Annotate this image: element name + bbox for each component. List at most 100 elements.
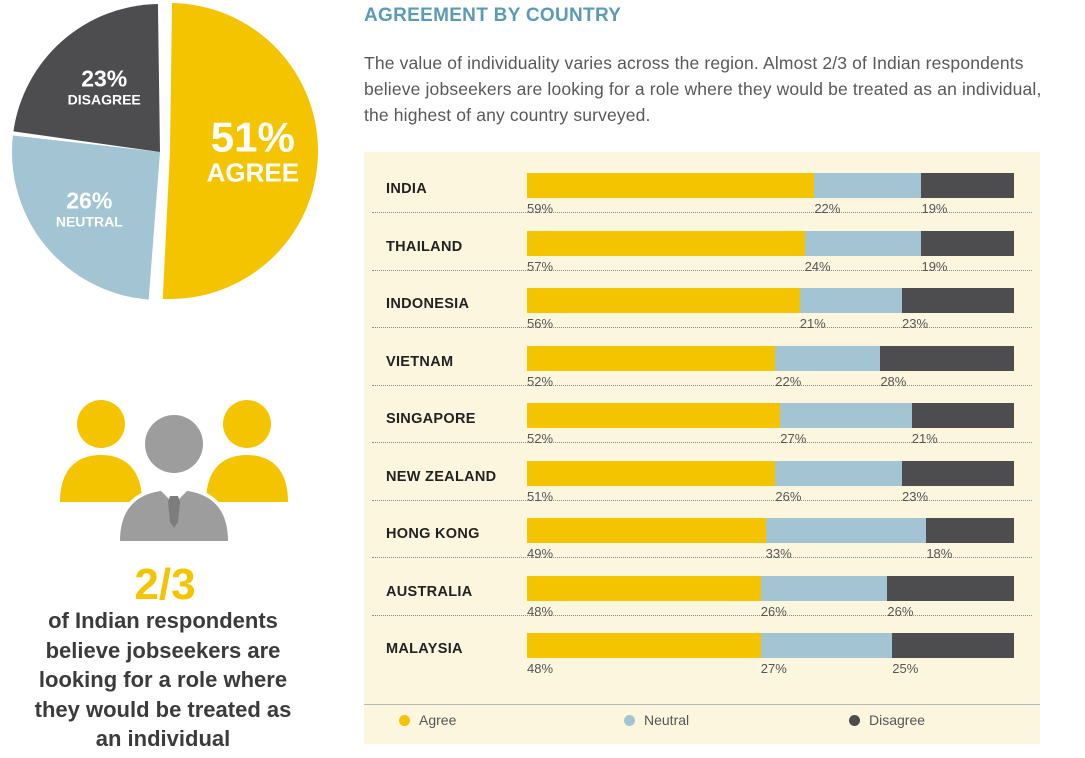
country-label: INDIA (386, 181, 427, 197)
country-row: THAILAND 57% 24% 19% (372, 214, 1032, 274)
country-row: HONG KONG 49% 33% 18% (372, 501, 1032, 561)
bar-segment-neutral (765, 518, 927, 543)
stacked-bar (527, 288, 1014, 313)
bar-segment-disagree (887, 575, 1014, 601)
country-row: NEW ZEALAND 51% 26% 23% (372, 444, 1032, 504)
stacked-bar (527, 460, 1014, 486)
country-label: HONG KONG (386, 526, 480, 542)
bar-value-label: 18% (926, 546, 953, 561)
pie-category-label: AGREE (207, 158, 299, 188)
bar-segment-disagree (901, 460, 1014, 486)
legend-item-neutral: Neutral (624, 712, 689, 728)
bar-segment-neutral (760, 633, 893, 658)
stacked-bar (527, 575, 1014, 601)
bar-segment-agree (527, 518, 766, 543)
bar-value-label: 24% (804, 258, 831, 274)
stat-line: of Indian respondents (48, 608, 278, 633)
stat-line: they would be treated as (34, 696, 292, 722)
pie-category-label: NEUTRAL (56, 213, 123, 229)
stacked-bar (527, 230, 1014, 256)
country-label: INDONESIA (386, 296, 470, 312)
bar-segment-agree (527, 345, 776, 371)
country-label: NEW ZEALAND (386, 468, 497, 485)
bar-segment-neutral (775, 460, 902, 486)
bar-value-label: 25% (892, 661, 919, 676)
stat-line: an individual (95, 726, 231, 751)
bar-value-label: 26% (760, 603, 787, 619)
stacked-bar (527, 173, 1014, 198)
country-label: AUSTRALIA (386, 583, 473, 600)
pie-slice-agree (162, 3, 319, 299)
bar-segment-disagree (911, 403, 1014, 428)
country-row: INDIA 59% 22% 19% (372, 156, 1032, 216)
bar-value-label: 23% (901, 316, 929, 331)
legend-item-agree: Agree (399, 712, 456, 728)
bar-segment-disagree (880, 345, 1014, 371)
pie-slice-neutral (12, 135, 160, 300)
bar-segment-disagree (921, 173, 1014, 198)
bar-value-label: 21% (799, 316, 826, 331)
bar-segment-disagree (901, 288, 1014, 313)
stat-headline: 2/3 (134, 560, 196, 609)
bar-segment-agree (527, 403, 781, 428)
pie-chart: 51%AGREE 26%NEUTRAL 23%DISAGREE (12, 3, 319, 300)
people-icon (60, 400, 288, 544)
bar-value-label: 19% (921, 201, 948, 216)
bar-value-label: 33% (765, 546, 792, 561)
bar-value-label: 27% (780, 431, 807, 446)
bar-segment-neutral (804, 230, 922, 256)
bar-value-label: 26% (887, 603, 914, 619)
bar-segment-agree (527, 460, 776, 486)
pie-percent-label: 26% (66, 187, 112, 213)
bar-value-label: 23% (901, 488, 929, 504)
legend-label: Disagree (869, 712, 926, 728)
chart-legend: Agree Neutral Disagree (364, 704, 1040, 745)
bar-segment-neutral (775, 345, 881, 371)
bar-value-label: 57% (527, 258, 554, 274)
bar-segment-agree (527, 575, 761, 601)
bar-segment-agree (527, 230, 805, 256)
bar-value-label: 27% (760, 661, 787, 676)
stacked-bar (527, 633, 1014, 658)
bar-segment-neutral (760, 575, 888, 601)
legend-item-disagree: Disagree (849, 712, 925, 728)
country-label: MALAYSIA (386, 641, 463, 657)
intro-paragraph: The value of individuality varies across… (364, 53, 1042, 125)
bar-value-label: 26% (775, 488, 802, 504)
bar-value-label: 52% (527, 431, 554, 446)
bar-value-label: 22% (775, 373, 802, 389)
bar-value-label: 21% (911, 431, 938, 446)
bar-value-label: 48% (527, 603, 554, 619)
bar-value-label: 51% (527, 488, 554, 504)
legend-label: Agree (419, 712, 457, 728)
bar-segment-agree (527, 173, 815, 198)
bar-segment-agree (527, 288, 800, 313)
bar-value-label: 48% (527, 661, 554, 676)
pie-percent-label: 23% (81, 66, 127, 92)
bar-value-label: 52% (527, 373, 554, 389)
bar-value-label: 49% (527, 546, 554, 561)
bar-segment-neutral (799, 288, 902, 313)
country-label: SINGAPORE (386, 411, 476, 427)
agree-dot-icon (399, 715, 410, 726)
bar-segment-agree (527, 633, 761, 658)
stacked-bar (527, 403, 1014, 428)
pie-category-label: DISAGREE (68, 92, 141, 108)
country-row: VIETNAM 52% 22% 28% (372, 329, 1032, 389)
disagree-dot-icon (849, 715, 860, 726)
stat-line: believe jobseekers are (45, 637, 281, 663)
country-label: THAILAND (386, 238, 463, 255)
bar-value-label: 19% (921, 258, 948, 274)
stacked-bar (527, 518, 1014, 543)
bar-value-label: 56% (527, 316, 554, 331)
country-row: INDONESIA 56% 21% 23% (372, 271, 1032, 331)
legend-label: Neutral (644, 712, 690, 728)
bar-segment-disagree (892, 633, 1014, 658)
bar-segment-neutral (814, 173, 922, 198)
country-bar-chart: INDIA 59% 22% 19% THAILAND 57% 24% 19% INDONESIA… (364, 152, 1040, 744)
neutral-dot-icon (624, 715, 635, 726)
stat-description: of Indian respondents believe jobseekers… (8, 606, 318, 754)
bar-segment-neutral (780, 403, 912, 428)
bar-segment-disagree (921, 230, 1014, 256)
bar-value-label: 22% (814, 201, 841, 216)
